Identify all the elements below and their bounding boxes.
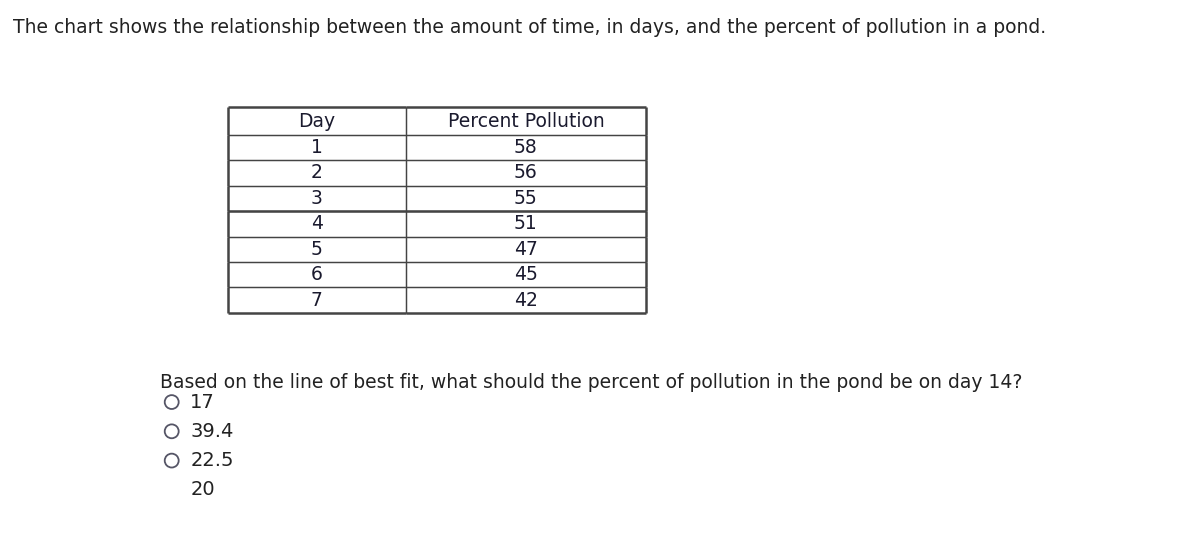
Text: 22.5: 22.5 [191, 451, 234, 470]
Text: 42: 42 [514, 291, 538, 309]
Text: 56: 56 [514, 164, 538, 183]
Text: 55: 55 [514, 189, 538, 208]
Text: 51: 51 [514, 214, 538, 233]
Text: 7: 7 [311, 291, 323, 309]
Text: Based on the line of best fit, what should the percent of pollution in the pond : Based on the line of best fit, what shou… [160, 373, 1022, 392]
Text: The chart shows the relationship between the amount of time, in days, and the pe: The chart shows the relationship between… [13, 18, 1046, 37]
Text: 39.4: 39.4 [191, 422, 234, 441]
Text: 3: 3 [311, 189, 323, 208]
Circle shape [164, 483, 179, 497]
Circle shape [164, 454, 179, 468]
Text: 47: 47 [514, 240, 538, 259]
Text: 6: 6 [311, 265, 323, 284]
Text: 45: 45 [514, 265, 538, 284]
Text: 2: 2 [311, 164, 323, 183]
Circle shape [164, 395, 179, 409]
Text: Percent Pollution: Percent Pollution [448, 111, 605, 131]
Text: 4: 4 [311, 214, 323, 233]
Text: Day: Day [298, 111, 335, 131]
Text: 5: 5 [311, 240, 323, 259]
Circle shape [164, 424, 179, 438]
Text: 58: 58 [514, 138, 538, 157]
Text: 20: 20 [191, 481, 215, 500]
Text: 1: 1 [311, 138, 323, 157]
Text: 17: 17 [191, 393, 215, 411]
